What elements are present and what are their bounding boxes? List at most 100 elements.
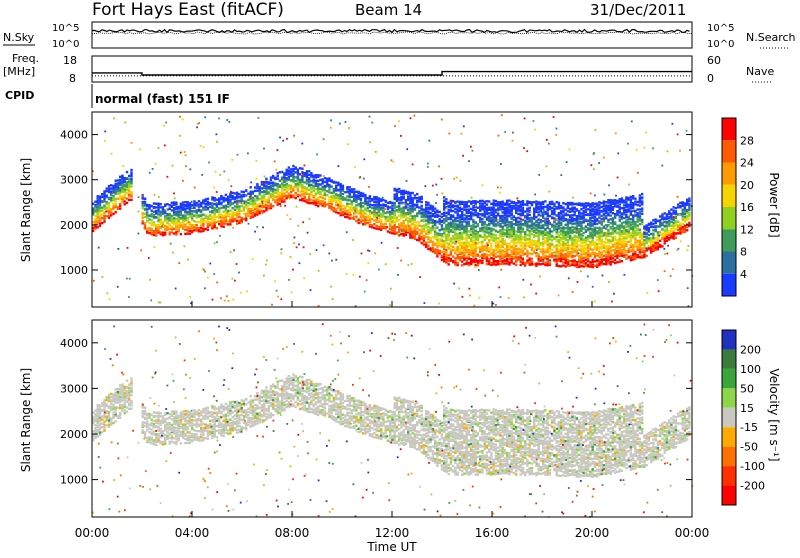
- power-echo-cell: [397, 247, 399, 249]
- power-echo-cell: [344, 213, 346, 215]
- power-echo-cell: [495, 200, 497, 202]
- power-echo-cell: [160, 203, 162, 205]
- nsearch-label: N.Search: [746, 31, 796, 44]
- power-echo-cell: [238, 272, 240, 274]
- power-echo-cell: [549, 243, 551, 245]
- power-echo-cell: [684, 231, 686, 233]
- power-echo-cell: [558, 206, 560, 208]
- power-echo-cell: [637, 246, 639, 248]
- power-echo-cell: [119, 198, 121, 200]
- power-echo-cell: [630, 204, 632, 206]
- power-echo-cell: [394, 188, 396, 190]
- power-echo-cell: [553, 208, 555, 210]
- power-echo-cell: [169, 219, 171, 221]
- power-echo-cell: [441, 220, 443, 222]
- power-echo-cell: [191, 226, 193, 228]
- power-echo-cell: [502, 260, 504, 262]
- power-echo-cell: [126, 181, 128, 183]
- power-echo-cell: [457, 224, 459, 226]
- power-echo-cell: [562, 241, 564, 243]
- power-echo-cell: [565, 233, 567, 235]
- power-echo-cell: [461, 253, 463, 255]
- power-echo-cell: [472, 244, 474, 246]
- power-echo-cell: [256, 226, 258, 228]
- power-echo-cell: [268, 205, 270, 207]
- power-echo-cell: [175, 218, 177, 220]
- power-echo-cell: [416, 227, 418, 229]
- power-echo-cell: [615, 195, 617, 197]
- power-echo-cell: [164, 217, 166, 219]
- power-echo-cell: [616, 200, 618, 202]
- power-echo-cell: [130, 171, 132, 173]
- power-echo-cell: [403, 220, 405, 222]
- power-echo-cell: [396, 206, 398, 208]
- power-echo-cell: [490, 245, 492, 247]
- power-echo-cell: [139, 149, 141, 151]
- power-echo-cell: [358, 198, 360, 200]
- power-echo-cell: [576, 225, 578, 227]
- power-echo-cell: [403, 190, 405, 192]
- power-echo-cell: [463, 237, 465, 239]
- power-echo-cell: [590, 193, 592, 195]
- power-echo-cell: [414, 230, 416, 232]
- power-echo-cell: [648, 245, 650, 247]
- power-echo-cell: [363, 158, 365, 160]
- power-echo-cell: [276, 290, 278, 292]
- power-echo-cell: [421, 225, 423, 227]
- power-echo-cell: [196, 214, 198, 216]
- power-echo-cell: [108, 210, 110, 212]
- station-title: Fort Hays East (fitACF): [92, 0, 284, 20]
- power-echo-cell: [443, 228, 445, 230]
- power-echo-cell: [180, 217, 182, 219]
- power-echo-cell: [544, 249, 546, 251]
- power-echo-cell: [477, 231, 479, 233]
- power-echo-cell: [301, 143, 303, 145]
- power-echo-cell: [567, 210, 569, 212]
- power-echo-cell: [380, 207, 382, 209]
- power-echo-cell: [295, 166, 297, 168]
- power-echo-cell: [153, 230, 155, 232]
- power-echo-cell: [198, 200, 200, 202]
- power-echo-cell: [108, 217, 110, 219]
- power-echo-cell: [400, 217, 402, 219]
- power-echo-cell: [542, 248, 544, 250]
- power-echo-cell: [466, 224, 468, 226]
- power-echo-cell: [164, 204, 166, 206]
- power-echo-cell: [252, 199, 254, 201]
- power-echo-cell: [430, 212, 432, 214]
- power-echo-cell: [646, 232, 648, 234]
- power-echo-cell: [566, 161, 568, 163]
- power-echo-cell: [490, 247, 492, 249]
- power-echo-cell: [650, 240, 652, 242]
- power-echo-cell: [468, 258, 470, 260]
- power-echo-cell: [515, 242, 517, 244]
- power-echo-cell: [594, 232, 596, 234]
- power-echo-cell: [97, 195, 99, 197]
- freq-tick-low: 8: [69, 72, 76, 85]
- power-echo-cell: [538, 230, 540, 232]
- power-echo-cell: [670, 228, 672, 230]
- power-echo-cell: [459, 239, 461, 241]
- power-echo-cell: [535, 265, 537, 267]
- power-echo-cell: [551, 224, 553, 226]
- power-echo-cell: [515, 233, 517, 235]
- power-echo-cell: [571, 226, 573, 228]
- power-echo-cell: [673, 206, 675, 208]
- power-echo-cell: [421, 212, 423, 214]
- power-echo-cell: [223, 171, 225, 173]
- power-echo-cell: [524, 203, 526, 205]
- power-echo-cell: [301, 193, 303, 195]
- power-echo-cell: [452, 219, 454, 221]
- power-echo-cell: [434, 211, 436, 213]
- nsky-trace: [92, 30, 690, 33]
- power-echo-cell: [558, 212, 560, 214]
- power-echo-cell: [497, 237, 499, 239]
- power-echo-cell: [448, 257, 450, 259]
- power-echo-cell: [616, 202, 618, 204]
- power-echo-cell: [448, 260, 450, 262]
- power-echo-cell: [439, 243, 441, 245]
- power-echo-cell: [459, 228, 461, 230]
- power-echo-cell: [616, 239, 618, 241]
- power-echo-cell: [220, 202, 222, 204]
- power-echo-cell: [400, 202, 402, 204]
